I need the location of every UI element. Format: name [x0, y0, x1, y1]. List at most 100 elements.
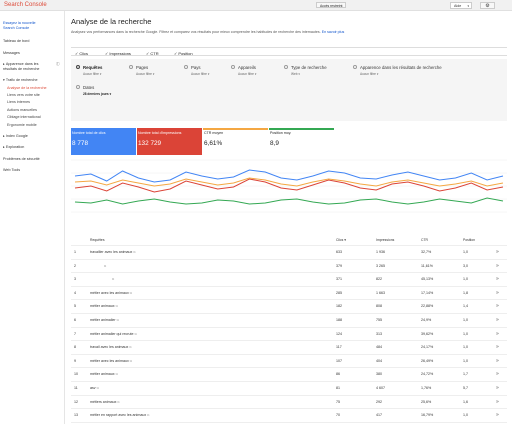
table-header[interactable]: Impressions	[376, 238, 395, 242]
filter-dropdown[interactable]: Aucun filtre ▾	[136, 71, 155, 76]
sidebar-item[interactable]: Essayez la nouvelle	[3, 21, 36, 25]
row-details-icon[interactable]: »	[496, 412, 499, 419]
filter-dropdown[interactable]: Aucun filtre ▾	[83, 71, 102, 76]
table-row[interactable]: 10 métier animaux⧉ 86 380 24,72% 1,7 »	[71, 367, 507, 381]
filter-radio[interactable]	[353, 65, 357, 69]
query-cell[interactable]: ⧉	[90, 260, 106, 273]
row-details-icon[interactable]: »	[496, 262, 499, 269]
sidebar-item[interactable]: Messages	[3, 51, 20, 55]
filter-radio[interactable]	[129, 65, 133, 69]
query-cell[interactable]: métier animalier⧉	[90, 314, 119, 327]
table-row[interactable]: 12 métiers animaux⧉ 75 292 25,6% 1,6 »	[71, 394, 507, 409]
row-details-icon[interactable]: »	[496, 330, 499, 337]
sidebar-item[interactable]: Ciblage international	[7, 115, 41, 119]
table-row[interactable]: 2 ⧉ 379 3 265 11,61% 3,0 »	[71, 258, 507, 273]
query-cell[interactable]: métier animaux⧉	[90, 300, 118, 313]
sidebar-item[interactable]: ▾Trafic de recherche	[3, 78, 38, 82]
row-details-icon[interactable]: »	[496, 317, 499, 323]
sidebar-item[interactable]: résultats de recherche	[3, 67, 39, 71]
table-row[interactable]: 14formation pour travailler avec les ani…	[71, 421, 507, 424]
filter-dropdown[interactable]: Aucun filtre ▾	[360, 71, 379, 76]
query-cell[interactable]: métier animaux⧉	[90, 368, 118, 381]
query-cell[interactable]: travail avec les animaux⧉	[90, 341, 132, 354]
external-link-icon[interactable]: ⧉	[129, 290, 132, 295]
sidebar-item[interactable]: Liens internes	[7, 100, 30, 104]
external-link-icon[interactable]: ⧉	[129, 345, 132, 350]
filter-radio[interactable]	[284, 65, 288, 69]
sidebar-item[interactable]: Liens vers votre site	[7, 93, 40, 97]
sidebar-item[interactable]: Tableau de bord	[3, 39, 29, 43]
query-cell[interactable]: asv⧉	[90, 382, 99, 395]
external-link-icon[interactable]: ⧉	[134, 331, 137, 336]
metric-card[interactable]: Nombre total de clics 8 778	[71, 128, 136, 155]
sidebar-item[interactable]: Web Tools	[3, 168, 20, 172]
external-link-icon[interactable]: ⧉	[115, 304, 118, 309]
dates-radio[interactable]	[76, 85, 80, 89]
settings-button[interactable]: ⚙	[480, 1, 495, 9]
external-link-icon[interactable]: ⧉	[133, 250, 136, 254]
filter-radio[interactable]	[184, 65, 188, 69]
filter-dropdown[interactable]: Web ▾	[291, 71, 300, 76]
table-row[interactable]: 6 métier animalier⧉ 188 755 24,9% 1,0 »	[71, 313, 507, 327]
row-details-icon[interactable]: »	[496, 249, 499, 255]
metric-card[interactable]: Position moy. 8,9	[269, 128, 334, 155]
filter-radio[interactable]	[231, 65, 235, 69]
table-header[interactable]: Clics ▾	[336, 238, 346, 242]
filter-dropdown[interactable]: Aucun filtre ▾	[191, 71, 210, 76]
row-details-icon[interactable]: »	[496, 289, 499, 296]
query-cell[interactable]: métier avec les animaux⧉	[90, 287, 132, 300]
query-cell[interactable]: métiers animaux⧉	[90, 396, 120, 409]
table-row[interactable]: 7 métier animalier qui recrute⧉ 124 313 39,6…	[71, 326, 507, 341]
external-link-icon[interactable]: ⧉	[104, 263, 107, 268]
table-row[interactable]: 11 asv⧉ 81 4 607 1,76% 5,7 »	[71, 381, 507, 395]
metric-toggle-impressions[interactable]: ✓Impressions	[105, 51, 131, 56]
metric-card[interactable]: Nombre total d'impressions 132 729	[137, 128, 202, 155]
table-row[interactable]: 8 travail avec les animaux⧉ 117 484 24,17% 1,…	[71, 340, 507, 354]
table-row[interactable]: 4 métier avec les animaux⧉ 285 1 663 17,14% 1…	[71, 285, 507, 300]
metric-toggle-ctr[interactable]: ✓CTR	[146, 51, 159, 56]
external-link-icon[interactable]: ⧉	[115, 372, 118, 377]
sidebar-item[interactable]: Search Console	[3, 26, 29, 30]
row-details-icon[interactable]: »	[496, 398, 499, 405]
table-row[interactable]: 9 métier avec les animaux⧉ 107 404 26,49% 1,0…	[71, 353, 507, 368]
query-cell[interactable]: métier en rapport avec les animaux⧉	[90, 409, 149, 422]
filter-dropdown[interactable]: Aucun filtre ▾	[238, 71, 257, 76]
table-row[interactable]: 3 ⧉ 371 822 45,13% 1,0 »	[71, 272, 507, 286]
metric-toggle-clics[interactable]: ✓Clics	[75, 51, 88, 56]
row-details-icon[interactable]: »	[496, 276, 499, 283]
query-cell[interactable]: métier avec les animaux⧉	[90, 355, 132, 368]
sidebar-item[interactable]: Actions manuelles	[7, 108, 37, 112]
restricted-access-button[interactable]: Accès restreint	[316, 2, 347, 8]
sidebar-item[interactable]: Ergonomie mobile	[7, 123, 37, 127]
metric-toggle-position[interactable]: ✓Position	[174, 51, 193, 56]
sidebar-item[interactable]: Problèmes de sécurité	[3, 157, 40, 161]
external-link-icon[interactable]: ⧉	[147, 413, 150, 418]
query-cell[interactable]: travailler avec les animaux⧉	[90, 246, 136, 259]
learn-more-link[interactable]: En savoir plus	[321, 30, 345, 34]
row-details-icon[interactable]: »	[496, 357, 499, 364]
table-row[interactable]: 13 métier en rapport avec les animaux⧉ 70 4…	[71, 408, 507, 422]
external-link-icon[interactable]: ⧉	[129, 358, 132, 363]
external-link-icon[interactable]: ⧉	[117, 399, 120, 404]
search-console-logo[interactable]: Search Console	[4, 2, 47, 8]
external-link-icon[interactable]: ⧉	[96, 386, 99, 390]
sidebar-item[interactable]: ▸Apparence dans les ⓘ	[3, 62, 60, 66]
row-details-icon[interactable]: »	[496, 371, 499, 378]
help-button[interactable]: Aide ▾	[450, 1, 472, 9]
filter-radio[interactable]	[76, 65, 80, 69]
table-header[interactable]: CTR	[421, 238, 428, 242]
external-link-icon[interactable]: ⧉	[112, 277, 115, 282]
table-header[interactable]: Position	[463, 238, 476, 242]
table-row[interactable]: 5 métier animaux⧉ 182 808 22,88% 1,4 »	[71, 299, 507, 313]
row-details-icon[interactable]: »	[496, 303, 499, 310]
row-details-icon[interactable]: »	[496, 344, 499, 351]
metric-card[interactable]: CTR moyen 6,61%	[203, 128, 268, 155]
external-link-icon[interactable]: ⧉	[116, 318, 119, 322]
dates-dropdown[interactable]: 28 derniers jours ▾	[83, 92, 112, 96]
row-details-icon[interactable]: »	[496, 385, 499, 391]
sidebar-item[interactable]: ▸Exploration	[3, 145, 24, 149]
table-row[interactable]: 1 travailler avec les animaux⧉ 633 1 936 32,…	[71, 245, 507, 259]
query-cell[interactable]: ⧉	[90, 273, 114, 286]
sidebar-item[interactable]: Analyse de la recherche	[7, 86, 47, 90]
query-cell[interactable]: métier animalier qui recrute⧉	[90, 328, 137, 341]
